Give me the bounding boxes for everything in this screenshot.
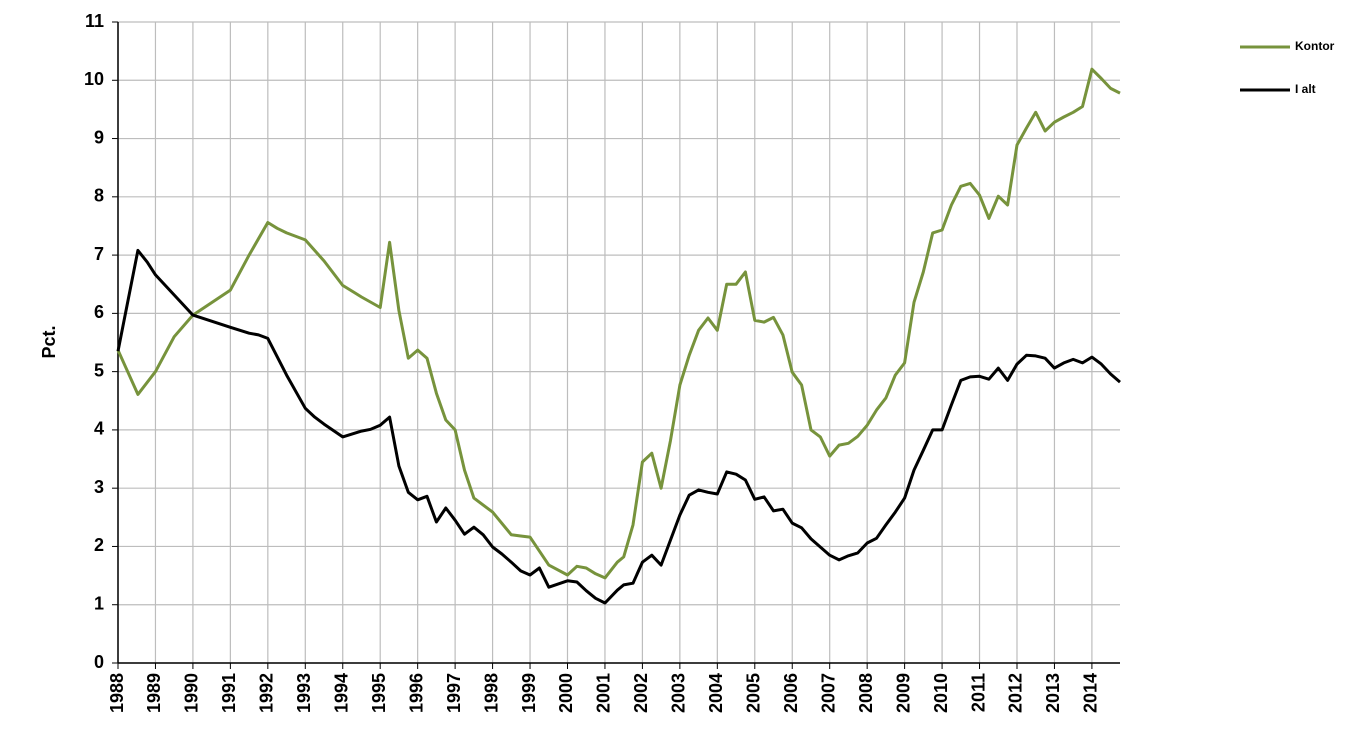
x-tick-label: 1988	[107, 673, 127, 713]
line	[116, 248, 1121, 605]
x-tick-label: 2010	[931, 673, 951, 713]
x-tick-label: 2005	[744, 673, 764, 713]
x-tick-label: 2014	[1081, 673, 1101, 713]
y-tick-label: 4	[94, 419, 104, 439]
x-tick-label: 2009	[893, 673, 913, 713]
line	[116, 67, 1121, 580]
x-tick-label: 1989	[144, 673, 164, 713]
x-tick-label: 2007	[818, 673, 838, 713]
x-tick-label: 1998	[481, 673, 501, 713]
x-tick-label: 1995	[369, 673, 389, 713]
x-tick-label: 2012	[1006, 673, 1026, 713]
x-tick-label: 2003	[669, 673, 689, 713]
legend-label: Kontor	[1295, 39, 1335, 53]
x-tick-label: 2002	[631, 673, 651, 713]
x-tick-label: 1997	[444, 673, 464, 713]
y-tick-label: 10	[84, 69, 104, 89]
x-tick-label: 1990	[182, 673, 202, 713]
x-tick-label: 2008	[856, 673, 876, 713]
x-tick-label: 2013	[1043, 673, 1063, 713]
x-tick-label: 2004	[706, 673, 726, 713]
y-axis-label: Pct.	[39, 325, 59, 358]
y-tick-label: 3	[94, 477, 104, 497]
y-tick-label: 8	[94, 186, 104, 206]
x-tick-label: 2000	[556, 673, 576, 713]
x-tick-label: 1999	[519, 673, 539, 713]
y-tick-label: 0	[94, 652, 104, 672]
x-tick-label: 2011	[968, 673, 988, 712]
y-tick-label: 6	[94, 302, 104, 322]
y-tick-label: 1	[94, 593, 104, 613]
x-tick-label: 1996	[406, 673, 426, 713]
y-tick-label: 9	[94, 127, 104, 147]
y-tick-label: 7	[94, 244, 104, 264]
x-tick-label: 1993	[294, 673, 314, 713]
x-tick-label: 1991	[219, 673, 239, 713]
y-tick-label: 5	[94, 360, 104, 380]
x-tick-label: 1992	[257, 673, 277, 713]
x-tick-label: 2001	[594, 673, 614, 713]
y-tick-label: 2	[94, 535, 104, 555]
y-tick-label: 11	[85, 11, 104, 31]
x-tick-label: 1994	[331, 673, 351, 713]
legend-label: I alt	[1295, 82, 1316, 96]
x-tick-label: 2006	[781, 673, 801, 713]
